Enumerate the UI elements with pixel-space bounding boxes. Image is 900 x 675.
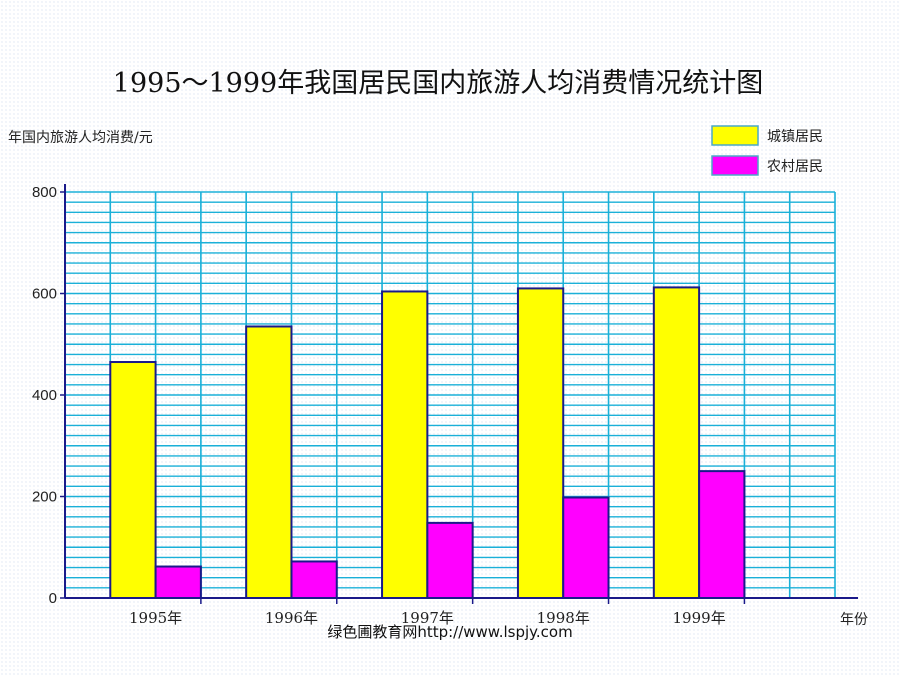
watermark-text: 绿色圃教育网http://www.lspjy.com xyxy=(327,623,573,641)
x-tick-label: 1995年 xyxy=(129,609,182,627)
y-tick-label: 0 xyxy=(49,590,57,607)
y-tick-label: 800 xyxy=(32,184,57,201)
bar-rural xyxy=(154,565,202,599)
bar-urban xyxy=(381,290,429,599)
bar-urban xyxy=(109,361,157,600)
y-axis-label: 年国内旅游人均消费/元 xyxy=(8,130,153,146)
axes: 0 200 400 600 800 xyxy=(32,184,858,607)
legend-swatch xyxy=(711,125,759,146)
bar-urban xyxy=(652,286,701,599)
bar-rural xyxy=(290,560,338,600)
bar-rural xyxy=(698,470,746,599)
bar-rural xyxy=(562,496,610,600)
y-tick-label: 600 xyxy=(32,286,57,303)
x-axis-label: 年份 xyxy=(840,612,868,628)
bar-rural xyxy=(426,521,474,600)
x-tick-label: 1999年 xyxy=(673,609,726,627)
legend-label: 城镇居民 xyxy=(767,129,823,145)
legend-label: 农村居民 xyxy=(767,159,823,175)
bars: 1995年 1996年 1997年 1998年 1999年 xyxy=(109,286,746,627)
y-tick-label: 400 xyxy=(32,387,57,404)
x-tick-label: 1998年 xyxy=(537,609,590,627)
y-tick-label: 200 xyxy=(32,489,57,506)
x-tick-label: 1997年 xyxy=(401,609,454,627)
bar-urban xyxy=(245,325,293,599)
bar-urban xyxy=(516,287,565,599)
legend-swatch xyxy=(711,155,759,176)
x-tick-label: 1996年 xyxy=(265,609,318,627)
chart-title: 1995～1999年我国居民国内旅游人均消费情况统计图 xyxy=(113,68,763,99)
